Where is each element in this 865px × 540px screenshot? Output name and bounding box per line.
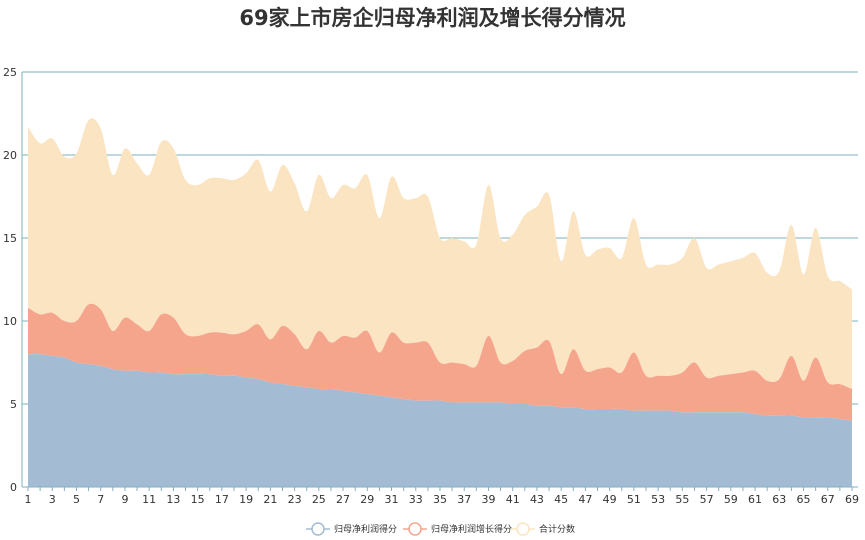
x-tick-label: 9 bbox=[121, 493, 128, 506]
x-tick-label: 57 bbox=[700, 493, 714, 506]
legend-label-3: 合计分数 bbox=[539, 523, 575, 535]
y-tick-label: 5 bbox=[10, 398, 17, 411]
x-tick-label: 1 bbox=[25, 493, 32, 506]
x-tick-label: 41 bbox=[506, 493, 520, 506]
chart-title: 69家上市房企归母净利润及增长得分情况 bbox=[239, 6, 626, 30]
area-series-3 bbox=[28, 118, 852, 390]
x-tick-label: 19 bbox=[239, 493, 253, 506]
x-tick-label: 43 bbox=[530, 493, 544, 506]
x-tick-label: 65 bbox=[797, 493, 811, 506]
x-tick-label: 67 bbox=[821, 493, 835, 506]
x-tick-label: 29 bbox=[360, 493, 374, 506]
x-tick-label: 17 bbox=[215, 493, 229, 506]
x-tick-label: 23 bbox=[288, 493, 302, 506]
area-series-1 bbox=[28, 354, 852, 487]
x-tick-label: 21 bbox=[263, 493, 277, 506]
x-tick-label: 13 bbox=[166, 493, 180, 506]
x-tick-label: 33 bbox=[409, 493, 423, 506]
y-tick-label: 0 bbox=[10, 481, 17, 494]
x-tick-label: 51 bbox=[627, 493, 641, 506]
x-tick-label: 27 bbox=[336, 493, 350, 506]
legend-marker-2 bbox=[408, 522, 422, 536]
x-tick-label: 61 bbox=[748, 493, 762, 506]
x-tick-label: 15 bbox=[191, 493, 205, 506]
x-tick-label: 45 bbox=[554, 493, 568, 506]
x-tick-label: 47 bbox=[578, 493, 592, 506]
x-tick-label: 31 bbox=[385, 493, 399, 506]
x-tick-label: 49 bbox=[603, 493, 617, 506]
x-tick-label: 55 bbox=[675, 493, 689, 506]
y-tick-label: 20 bbox=[3, 149, 17, 162]
x-tick-label: 69 bbox=[845, 493, 859, 506]
x-tick-label: 5 bbox=[73, 493, 80, 506]
x-tick-label: 3 bbox=[49, 493, 56, 506]
x-tick-label: 37 bbox=[457, 493, 471, 506]
x-tick-label: 35 bbox=[433, 493, 447, 506]
y-tick-label: 25 bbox=[3, 66, 17, 79]
y-tick-label: 10 bbox=[3, 315, 17, 328]
x-tick-label: 39 bbox=[481, 493, 495, 506]
x-tick-label: 53 bbox=[651, 493, 665, 506]
y-tick-label: 15 bbox=[3, 232, 17, 245]
x-tick-label: 59 bbox=[724, 493, 738, 506]
x-tick-label: 11 bbox=[142, 493, 156, 506]
x-tick-label: 25 bbox=[312, 493, 326, 506]
legend-marker-1 bbox=[311, 522, 325, 536]
x-tick-label: 7 bbox=[97, 493, 104, 506]
area-series-2 bbox=[28, 303, 852, 421]
x-tick-label: 63 bbox=[772, 493, 786, 506]
legend-label-1: 归母净利润得分 bbox=[334, 523, 397, 535]
legend-label-2: 归母净利润增长得分 bbox=[431, 523, 512, 535]
legend-marker-3 bbox=[516, 522, 530, 536]
